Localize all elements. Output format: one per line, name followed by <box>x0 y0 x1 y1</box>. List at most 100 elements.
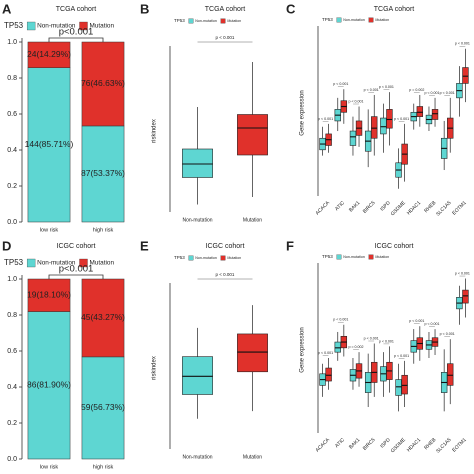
p-value-label: p < 0.001 <box>333 318 348 322</box>
annotation: p<0.001 <box>59 27 94 38</box>
y-tick-label: 0.4 <box>7 384 17 391</box>
legend-swatch <box>368 17 374 23</box>
y-axis-label: riskindex <box>152 356 158 380</box>
p-value-label: p < 0.001 <box>379 85 394 89</box>
y-axis-label: riskindex <box>152 119 158 143</box>
legend-label: Non-mutation <box>343 255 365 259</box>
bar-segment <box>27 311 71 460</box>
x-tick-label: BIRC5 <box>362 200 377 215</box>
y-tick-label: 0.0 <box>7 456 17 463</box>
panel-letter: F <box>286 238 294 253</box>
x-tick-label: EOTM1 <box>451 200 468 217</box>
box <box>386 109 393 129</box>
legend-title: TP53 <box>174 18 185 23</box>
value-label: 19(18.10%) <box>27 290 71 300</box>
chart-title: ICGC cohort <box>375 243 414 250</box>
x-tick-label: ISPD <box>379 200 392 213</box>
legend-title: TP53 <box>322 254 333 259</box>
y-tick-label: 1.0 <box>7 276 17 283</box>
chart-title: ICGC cohort <box>57 243 96 250</box>
legend-swatch <box>220 255 226 261</box>
box <box>237 114 268 156</box>
box <box>237 333 268 373</box>
y-axis-label: Gene expression <box>300 90 306 135</box>
x-tick-label: BAK1 <box>348 200 361 213</box>
legend-title: TP53 <box>174 255 185 260</box>
y-tick-label: 0.0 <box>7 219 17 226</box>
x-tick-label: ACACA <box>315 437 332 454</box>
x-tick-label: HDAC1 <box>406 437 422 453</box>
annotation: p<0.001 <box>59 264 94 275</box>
x-tick-label: GSDME <box>390 200 408 218</box>
legend-label: Non-mutation <box>195 256 217 260</box>
p-value-label: p < 0.001 <box>348 99 363 103</box>
p-value-label: p < 0.001 <box>440 332 455 336</box>
p-value-label: p < 0.001 <box>379 339 394 343</box>
value-label: 144(85.71%) <box>25 139 74 149</box>
y-tick-label: 0.8 <box>7 75 17 82</box>
x-tick-label: high risk <box>93 464 114 470</box>
bar-segment <box>81 278 125 358</box>
chart-title: ICGC cohort <box>206 243 245 250</box>
x-tick-label: SLC1A5 <box>435 200 453 218</box>
p-value-label: p = 0.002 <box>409 88 424 92</box>
value-label: 87(53.37%) <box>81 168 125 178</box>
annotation: p < 0.001 <box>216 35 235 40</box>
p-value-label: p < 0.001 <box>364 88 379 92</box>
chart-title: TCGA cohort <box>205 6 246 13</box>
box <box>182 356 213 395</box>
panel-letter: D <box>2 238 11 253</box>
legend-swatch <box>26 258 36 268</box>
y-axis-label: Gene expression <box>300 327 306 372</box>
y-tick-label: 0.2 <box>7 183 17 190</box>
x-tick-label: BAK1 <box>348 437 361 450</box>
p-value-label: p < 0.001 <box>455 42 470 46</box>
box <box>349 130 357 146</box>
box <box>462 67 469 84</box>
y-tick-label: 0.6 <box>7 348 17 355</box>
value-label: 59(56.73%) <box>81 402 125 412</box>
y-tick-label: 0.8 <box>7 312 17 319</box>
box <box>416 106 424 117</box>
p-value-label: p < 0.001 <box>394 117 409 121</box>
legend-swatch <box>336 254 342 260</box>
panel-letter: B <box>140 1 149 16</box>
p-value-label: p < 0.001 <box>455 272 470 276</box>
value-label: 45(43.27%) <box>81 312 125 322</box>
p-value-label: p < 0.001 <box>394 354 409 358</box>
chart-title: TCGA cohort <box>374 6 415 13</box>
x-tick-label: Non-mutation <box>182 454 212 460</box>
box <box>401 374 408 395</box>
y-tick-label: 0.6 <box>7 111 17 118</box>
value-label: 24(14.29%) <box>27 49 71 59</box>
legend-label: Mutation <box>375 255 389 259</box>
x-tick-label: EOTM1 <box>451 437 468 454</box>
box <box>447 363 454 386</box>
significance-bracket <box>48 37 104 42</box>
legend-label: Non-mutation <box>37 23 76 30</box>
x-tick-label: ACACA <box>315 200 332 217</box>
box <box>371 116 378 139</box>
bar-segment <box>81 356 125 460</box>
p-value-label: p = 0.002 <box>348 345 363 349</box>
legend-swatch <box>188 18 194 24</box>
p-value-label: p < 0.001 <box>409 319 424 323</box>
legend-label: Non-mutation <box>343 18 365 22</box>
x-tick-label: low risk <box>40 464 59 470</box>
bar-segment <box>27 67 71 223</box>
legend-label: Non-mutation <box>195 19 217 23</box>
box <box>334 341 341 353</box>
legend-swatch <box>79 258 88 268</box>
legend-swatch <box>188 255 194 261</box>
box <box>431 109 439 120</box>
legend-title: TP53 <box>4 258 24 267</box>
p-value-label: p < 0.001 <box>318 117 333 121</box>
box <box>182 148 213 178</box>
bar-segment <box>27 278 71 312</box>
legend-title: TP53 <box>322 17 333 22</box>
box <box>325 367 332 382</box>
p-value-label: p < 0.001 <box>424 322 439 326</box>
legend-label: Mutation <box>227 256 241 260</box>
